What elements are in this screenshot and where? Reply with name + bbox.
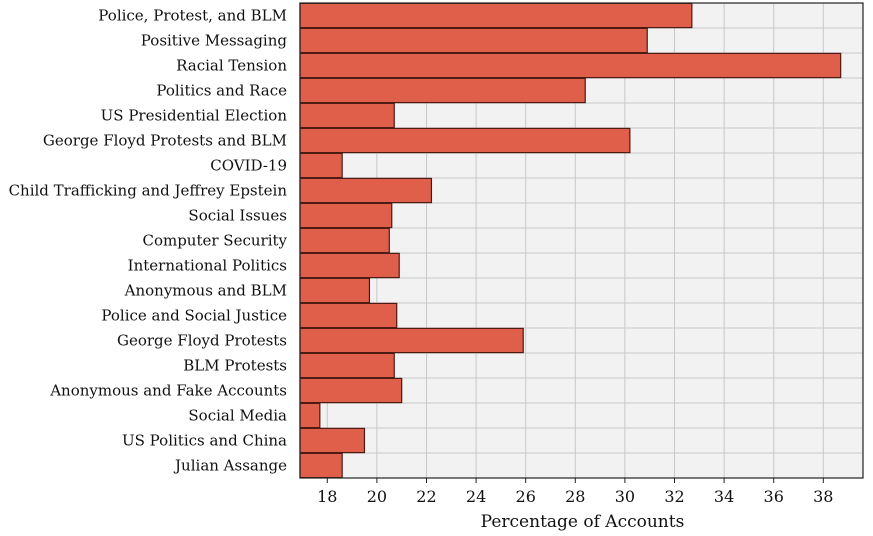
category-labels: Police, Protest, and BLM Positive Messagi… (9, 7, 288, 475)
x-tick-label: 30 (615, 487, 635, 506)
bar (299, 102, 395, 129)
bar (299, 302, 398, 329)
bar (299, 277, 371, 304)
bar (299, 52, 842, 79)
bar (299, 452, 343, 479)
x-tick-label: 18 (317, 487, 337, 506)
bar (299, 252, 400, 279)
category-label: Child Trafficking and Jeffrey Epstein (9, 182, 288, 200)
category-label: Social Issues (188, 207, 287, 225)
bar (299, 402, 321, 429)
category-label: US Presidential Election (101, 107, 288, 125)
category-label: Politics and Race (156, 82, 287, 100)
x-axis-label: Percentage of Accounts (481, 512, 685, 532)
x-tick-label: 20 (367, 487, 387, 506)
bar (299, 2, 693, 29)
x-tick-label: 28 (565, 487, 585, 506)
plot-frame (299, 2, 864, 479)
x-tick-label: 22 (416, 487, 436, 506)
x-tick-label: 24 (466, 487, 486, 506)
bar (299, 352, 395, 379)
category-label: International Politics (128, 257, 287, 275)
bar (299, 127, 631, 154)
bar (299, 77, 586, 104)
bar (299, 152, 343, 179)
category-label: Anonymous and Fake Accounts (49, 382, 287, 400)
bar (299, 27, 648, 54)
category-label: BLM Protests (183, 357, 287, 375)
category-label: Julian Assange (173, 457, 287, 475)
x-axis-ticks: 18 20 22 24 26 28 30 32 34 36 38 (317, 478, 833, 506)
bar (299, 177, 433, 204)
x-tick-label: 32 (664, 487, 684, 506)
category-label: Police and Social Justice (101, 307, 287, 325)
bar (299, 427, 366, 454)
category-label: COVID-19 (210, 157, 287, 175)
category-label: Computer Security (142, 232, 287, 250)
x-tick-label: 26 (516, 487, 536, 506)
x-tick-label: 36 (764, 487, 784, 506)
category-label: Anonymous and BLM (124, 282, 287, 300)
x-tick-label: 38 (813, 487, 833, 506)
category-label: Racial Tension (176, 57, 287, 75)
category-label: Police, Protest, and BLM (98, 7, 287, 25)
category-label: Social Media (188, 407, 287, 425)
bar (299, 327, 524, 354)
bar (299, 202, 393, 229)
bar (299, 227, 390, 254)
category-label: Positive Messaging (141, 32, 288, 50)
bar (299, 377, 403, 404)
category-label: George Floyd Protests (117, 332, 287, 350)
category-label: George Floyd Protests and BLM (43, 132, 287, 150)
category-label: US Politics and China (122, 432, 287, 450)
x-tick-label: 34 (714, 487, 734, 506)
